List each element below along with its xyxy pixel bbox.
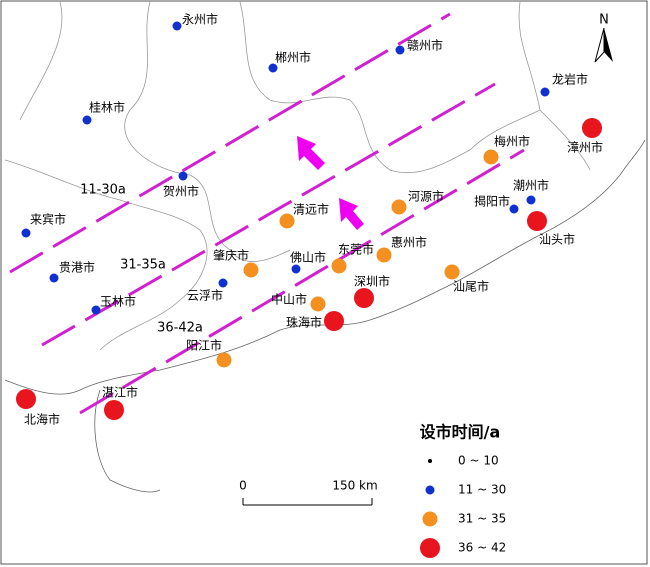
city-marker (268, 63, 278, 73)
zone-label: 31-35a (120, 258, 166, 273)
city-marker (172, 21, 182, 31)
peninsula (94, 389, 161, 493)
city-marker (291, 264, 301, 274)
north-label: N (599, 13, 609, 28)
city-marker (21, 228, 31, 238)
city-marker (218, 278, 228, 288)
coastline (4, 139, 646, 395)
city-marker (91, 305, 101, 315)
city-marker (444, 264, 460, 280)
city-label: 来宾市 (30, 212, 66, 227)
legend-label: 11 ~ 30 (458, 483, 506, 497)
zone-label: 11-30a (80, 183, 126, 198)
legend-marker (425, 485, 435, 495)
scale-label: 150 km (332, 479, 377, 493)
city-marker (243, 262, 259, 278)
city-label: 贵港市 (59, 260, 95, 275)
north-arrow-right (604, 28, 613, 62)
city-marker (104, 400, 124, 420)
city-marker (391, 199, 407, 215)
city-marker (82, 115, 92, 125)
legend-label: 31 ~ 35 (458, 512, 506, 526)
zone-line (9, 12, 451, 274)
legend-marker (420, 538, 440, 558)
city-marker (324, 311, 344, 331)
legend-label: 0 ~ 10 (458, 454, 499, 468)
city-marker (540, 87, 550, 97)
city-label: 赣州市 (407, 38, 443, 53)
city-marker (582, 118, 602, 138)
city-label: 揭阳市 (474, 194, 510, 209)
city-label: 汕尾市 (453, 279, 489, 294)
city-label: 北海市 (24, 412, 60, 427)
arrows (297, 136, 364, 230)
legend-label: 36 ~ 42 (458, 541, 506, 555)
city-marker (395, 45, 405, 55)
city-marker (49, 273, 59, 283)
city-marker (526, 195, 536, 205)
city-label: 郴州市 (275, 50, 311, 65)
city-label: 惠州市 (391, 235, 427, 250)
city-marker (216, 352, 232, 368)
city-label: 桂林市 (89, 100, 125, 115)
legend-marker (428, 459, 432, 463)
arrow (339, 198, 364, 230)
city-label: 清远市 (293, 202, 329, 217)
city-marker (16, 389, 36, 409)
city-marker (483, 149, 499, 165)
zone-line (41, 82, 496, 347)
city-label: 永州市 (182, 12, 218, 27)
city-marker (178, 171, 188, 181)
legend-marker (422, 511, 438, 527)
city-label: 珠海市 (286, 315, 322, 330)
city-marker (527, 211, 547, 231)
city-label: 湛江市 (102, 385, 138, 400)
legend-title: 设市时间/a (420, 423, 501, 442)
city-label: 玉林市 (100, 294, 136, 309)
city-marker (279, 213, 295, 229)
arrow (297, 136, 325, 170)
city-label: 云浮市 (187, 288, 223, 303)
city-label: 漳州市 (567, 140, 603, 155)
city-marker (331, 258, 347, 274)
zone-line (79, 148, 525, 415)
city-label: 汕头市 (539, 232, 575, 247)
city-marker (310, 296, 326, 312)
city-label: 梅州市 (494, 134, 530, 149)
city-label: 佛山市 (290, 250, 326, 265)
city-label: 贺州市 (163, 184, 199, 199)
north-arrow: N (594, 13, 613, 63)
city-marker (354, 288, 374, 308)
city-label: 东莞市 (338, 242, 374, 257)
city-label: 河源市 (408, 189, 444, 204)
city-label: 中山市 (271, 292, 307, 307)
city-label: 深圳市 (354, 274, 390, 289)
city-label: 龙岩市 (552, 72, 588, 87)
city-label: 阳江市 (186, 338, 222, 353)
city-marker (509, 204, 519, 214)
city-label: 肇庆市 (213, 248, 249, 263)
zone-lines (9, 12, 525, 415)
city-marker (376, 247, 392, 263)
city-label: 潮州市 (513, 178, 549, 193)
scale-label: 0 (239, 479, 247, 493)
zone-label: 36-42a (157, 321, 203, 336)
